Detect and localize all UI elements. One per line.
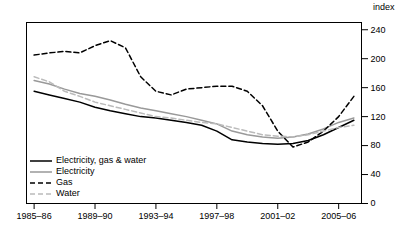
svg-text:1985–86: 1985–86 <box>17 211 52 221</box>
svg-text:index: index <box>373 2 395 12</box>
svg-text:200: 200 <box>371 54 386 64</box>
svg-text:2005–06: 2005–06 <box>321 211 356 221</box>
html-text:Gas: Gas <box>56 177 73 187</box>
svg-text:80: 80 <box>371 140 381 150</box>
svg-text:160: 160 <box>371 83 386 93</box>
svg-text:1989–90: 1989–90 <box>77 211 112 221</box>
html-text:Electricity: Electricity <box>56 166 95 176</box>
svg-text:1993–94: 1993–94 <box>138 211 173 221</box>
svg-text:2001–02: 2001–02 <box>260 211 295 221</box>
svg-text:0: 0 <box>371 198 376 208</box>
svg-text:40: 40 <box>371 169 381 179</box>
html-text:Electricity, gas & water: Electricity, gas & water <box>56 155 147 165</box>
html-text:Water: Water <box>56 188 80 198</box>
svg-text:120: 120 <box>371 112 386 122</box>
svg-text:1997–98: 1997–98 <box>199 211 234 221</box>
svg-text:240: 240 <box>371 25 386 35</box>
